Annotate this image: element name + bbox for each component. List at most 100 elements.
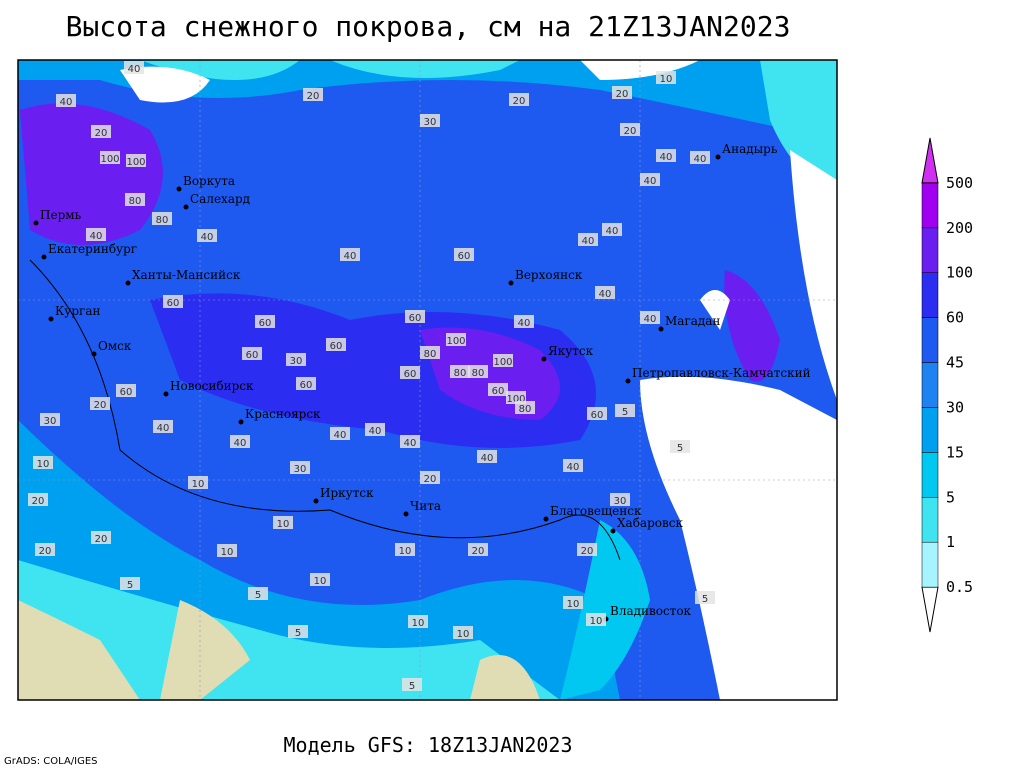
contour-label-box bbox=[326, 338, 346, 351]
contour-label-box bbox=[56, 94, 76, 107]
contour-label-box bbox=[420, 346, 440, 359]
contour-label: 5 bbox=[677, 443, 683, 454]
contour-label-box bbox=[125, 193, 145, 206]
contour-label-box bbox=[255, 315, 275, 328]
contour-label: 40 bbox=[404, 438, 417, 449]
legend-label: 200 bbox=[946, 219, 973, 237]
contour-label-box bbox=[563, 459, 583, 472]
contour-label: 60 bbox=[458, 251, 471, 262]
contour-label: 80 bbox=[156, 215, 169, 226]
contour-label-box bbox=[420, 114, 440, 127]
contour-label: 60 bbox=[167, 298, 180, 309]
legend-label: 30 bbox=[946, 398, 964, 416]
contour-label-box bbox=[90, 397, 110, 410]
contour-label-box bbox=[286, 353, 306, 366]
contour-label-box bbox=[188, 476, 208, 489]
map bbox=[18, 60, 837, 700]
contour-label: 40 bbox=[344, 251, 357, 262]
contour-label: 5 bbox=[622, 407, 628, 418]
contour-label: 20 bbox=[95, 128, 108, 139]
contour-label-box bbox=[152, 212, 172, 225]
legend-swatch bbox=[921, 182, 939, 229]
legend-swatch bbox=[921, 586, 939, 633]
contour-label: 80 bbox=[472, 368, 485, 379]
city-dot bbox=[508, 280, 514, 286]
city-dot bbox=[625, 378, 631, 384]
contour-label: 60 bbox=[300, 380, 313, 391]
contour-label-box bbox=[303, 88, 323, 101]
contour-label: 40 bbox=[582, 236, 595, 247]
city-dot bbox=[403, 511, 409, 517]
contour-label-box bbox=[35, 543, 55, 556]
city-label: Салехард bbox=[190, 192, 250, 206]
contour-label: 100 bbox=[506, 394, 525, 405]
contour-label: 10 bbox=[314, 576, 327, 587]
contour-label-box bbox=[488, 383, 508, 396]
contour-label-box bbox=[450, 365, 470, 378]
city-dot bbox=[313, 498, 319, 504]
city-label: Якутск bbox=[548, 344, 594, 358]
legend-swatch bbox=[921, 497, 939, 543]
city-label: Воркута bbox=[183, 174, 235, 188]
city-label: Владивосток bbox=[610, 604, 692, 618]
city-dot bbox=[163, 391, 169, 397]
legend-label: 0.5 bbox=[946, 578, 973, 596]
contour-label-box bbox=[610, 493, 630, 506]
contour-label-box bbox=[126, 154, 146, 167]
contour-label: 5 bbox=[409, 681, 415, 692]
contour-label-box bbox=[400, 366, 420, 379]
contour-label-box bbox=[446, 333, 466, 346]
contour-label-box bbox=[695, 591, 715, 604]
contour-label-box bbox=[28, 493, 48, 506]
city-dot bbox=[715, 154, 721, 160]
contour-label-box bbox=[506, 391, 526, 404]
contour-label-box bbox=[640, 173, 660, 186]
contour-label-box bbox=[620, 123, 640, 136]
city-label: Благовещенск bbox=[550, 504, 642, 518]
legend-label: 45 bbox=[946, 354, 964, 372]
contour-label: 40 bbox=[234, 438, 247, 449]
contour-label: 60 bbox=[404, 369, 417, 380]
contour-label: 20 bbox=[513, 96, 526, 107]
contour-label-box bbox=[33, 456, 53, 469]
legend-label: 100 bbox=[946, 264, 973, 282]
contour-label: 10 bbox=[192, 479, 205, 490]
contour-label: 40 bbox=[201, 232, 214, 243]
contour-label: 20 bbox=[424, 474, 437, 485]
contour-label-box bbox=[408, 615, 428, 628]
contour-label-box bbox=[340, 248, 360, 261]
contour-label-box bbox=[656, 71, 676, 84]
contour-label-box bbox=[468, 365, 488, 378]
contour-label: 5 bbox=[127, 580, 133, 591]
legend-swatch bbox=[921, 362, 939, 408]
contour-label: 80 bbox=[454, 368, 467, 379]
contour-label-box bbox=[563, 596, 583, 609]
city-label: Ханты-Мансийск bbox=[132, 268, 241, 282]
contour-label: 10 bbox=[567, 599, 580, 610]
city-label: Анадырь bbox=[722, 142, 778, 156]
contour-label-box bbox=[640, 311, 660, 324]
contour-label: 40 bbox=[90, 231, 103, 242]
contour-label-box bbox=[230, 435, 250, 448]
contour-label-box bbox=[290, 461, 310, 474]
city-dot bbox=[610, 528, 616, 534]
contour-label-box bbox=[116, 384, 136, 397]
contour-label-box bbox=[515, 401, 535, 414]
contour-label: 30 bbox=[424, 117, 437, 128]
contour-label: 10 bbox=[412, 618, 425, 629]
contour-label-box bbox=[217, 544, 237, 557]
contour-label: 20 bbox=[307, 91, 320, 102]
legend-swatch bbox=[921, 227, 939, 273]
contour-label-box bbox=[365, 423, 385, 436]
contour-label: 100 bbox=[446, 336, 465, 347]
contour-label: 5 bbox=[295, 628, 301, 639]
contour-label: 40 bbox=[157, 423, 170, 434]
contour-label-box bbox=[670, 440, 690, 453]
contour-label: 30 bbox=[290, 356, 303, 367]
legend-swatch bbox=[921, 137, 939, 184]
model-label: Модель GFS: 18Z13JAN2023 bbox=[284, 733, 573, 757]
contour-label: 80 bbox=[424, 349, 437, 360]
legend-label: 15 bbox=[946, 443, 964, 461]
